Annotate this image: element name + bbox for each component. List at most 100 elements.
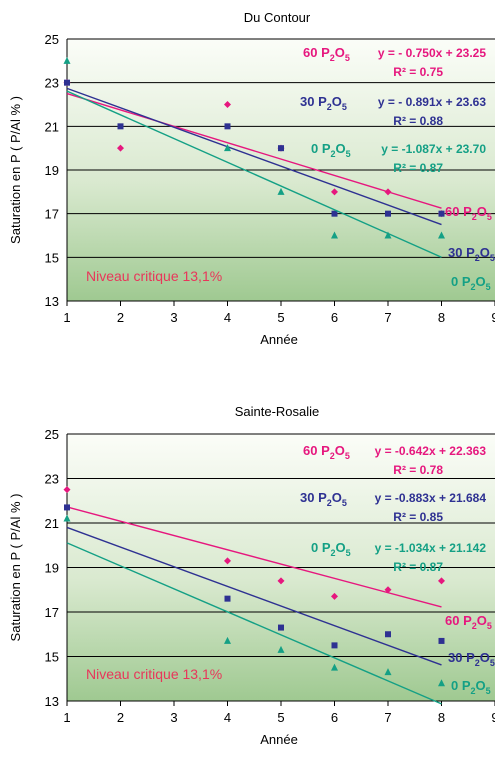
series-end-label: 60 P2O5	[445, 204, 492, 222]
series-end-label-part-1: 2	[475, 253, 480, 263]
data-point	[63, 514, 71, 522]
trend-equation: y = -0.642x + 22.363	[375, 444, 487, 458]
x-tick-label: 3	[170, 310, 177, 325]
trend-equation: y = -1.087x + 23.70	[381, 142, 486, 156]
series-end-label-part-2: O	[480, 650, 490, 665]
data-point	[64, 504, 70, 511]
data-point	[278, 624, 284, 631]
series-label: 0 P2O5	[311, 540, 351, 558]
series-end-label-part-3: 5	[490, 658, 495, 668]
series-end-label-part-2: O	[477, 613, 487, 628]
x-axis-label: Année	[260, 332, 298, 347]
series-end-label: 0 P2O5	[451, 678, 491, 696]
x-tick-label: 4	[224, 710, 231, 725]
series-label: 30 P2O5	[300, 490, 347, 508]
r-squared: R² = 0.75	[393, 65, 443, 79]
series-end-label-part-3: 5	[487, 621, 492, 631]
x-tick-label: 1	[63, 310, 70, 325]
y-tick-label: 15	[45, 650, 59, 665]
series-label-part-1: 2	[331, 548, 336, 558]
series-label-part-3: 5	[342, 498, 347, 508]
series-label-part-3: 5	[346, 149, 351, 159]
series-end-label-part-0: 60 P	[445, 613, 472, 628]
series-end-label-part-1: 2	[472, 212, 477, 222]
series-label-part-3: 5	[346, 548, 351, 558]
r-squared: R² = 0.78	[393, 463, 443, 477]
x-tick-label: 9	[491, 710, 495, 725]
data-point	[331, 663, 338, 671]
series-label: 60 P2O5	[303, 443, 350, 461]
data-point	[224, 123, 231, 130]
x-tick-label: 6	[331, 310, 338, 325]
y-tick-label: 13	[45, 294, 59, 309]
r-squared: R² = 0.87	[393, 161, 443, 175]
y-tick-label: 23	[45, 472, 59, 487]
x-tick-label: 7	[384, 310, 391, 325]
y-tick-label: 13	[45, 694, 59, 709]
trend-equation: y = -1.034x + 21.142	[375, 541, 487, 555]
y-tick-label: 25	[45, 32, 59, 47]
trend-equation: y = - 0.750x + 23.25	[378, 46, 486, 60]
series-end-label-part-3: 5	[490, 253, 495, 263]
series-end-label: 0 P2O5	[451, 274, 491, 292]
series-end-label-part-0: 30 P	[448, 245, 475, 260]
series-label-part-3: 5	[342, 102, 347, 112]
series-label-part-2: O	[332, 490, 342, 505]
series-label-part-2: O	[332, 94, 342, 109]
data-point	[224, 144, 231, 152]
series-label-part-0: 60 P	[303, 45, 330, 60]
r-squared: R² = 0.87	[393, 560, 443, 574]
x-tick-label: 5	[277, 710, 284, 725]
series-end-label-part-2: O	[476, 274, 486, 289]
series-end-label-part-3: 5	[487, 212, 492, 222]
data-point	[385, 210, 391, 217]
data-point	[438, 679, 445, 687]
x-tick-label: 8	[438, 710, 445, 725]
data-point	[64, 79, 70, 86]
x-tick-label: 2	[117, 710, 124, 725]
series-label-part-1: 2	[330, 53, 335, 63]
data-point	[384, 586, 392, 594]
series-end-label-part-1: 2	[471, 282, 476, 292]
critical-level-label: Niveau critique 13,1%	[86, 666, 222, 682]
data-point	[278, 145, 284, 152]
data-point	[438, 637, 445, 644]
series-end-label-part-1: 2	[472, 621, 477, 631]
x-tick-label: 4	[224, 310, 231, 325]
y-tick-label: 21	[45, 119, 59, 134]
y-tick-label: 15	[45, 250, 59, 265]
r-squared: R² = 0.88	[393, 114, 443, 128]
r-squared: R² = 0.85	[393, 510, 443, 524]
data-point	[331, 642, 338, 649]
data-point	[277, 645, 285, 653]
data-point	[63, 486, 71, 494]
critical-level-label: Niveau critique 13,1%	[86, 268, 222, 284]
series-end-label: 30 P2O5	[448, 650, 495, 668]
trendline	[66, 92, 442, 209]
data-point	[224, 595, 231, 602]
trendline	[66, 90, 442, 258]
y-tick-label: 17	[45, 207, 59, 222]
series-end-label-part-3: 5	[486, 282, 491, 292]
y-tick-label: 17	[45, 605, 59, 620]
y-tick-label: 23	[45, 76, 59, 91]
data-point	[224, 557, 231, 565]
data-point	[63, 56, 71, 64]
data-point	[277, 577, 285, 585]
data-point	[438, 577, 445, 585]
data-point	[224, 636, 231, 644]
y-tick-label: 19	[45, 561, 59, 576]
data-point	[277, 187, 285, 195]
x-tick-label: 5	[277, 310, 284, 325]
series-end-label-part-1: 2	[471, 686, 476, 696]
y-axis-label: Saturation en P ( P/Al % )	[8, 494, 23, 642]
data-point	[438, 231, 445, 239]
trend-equation: y = -0.883x + 21.684	[375, 491, 487, 505]
series-label: 60 P2O5	[303, 45, 350, 63]
series-label-part-0: 30 P	[300, 94, 327, 109]
series-label-part-0: 0 P	[311, 540, 331, 555]
x-tick-label: 1	[63, 710, 70, 725]
